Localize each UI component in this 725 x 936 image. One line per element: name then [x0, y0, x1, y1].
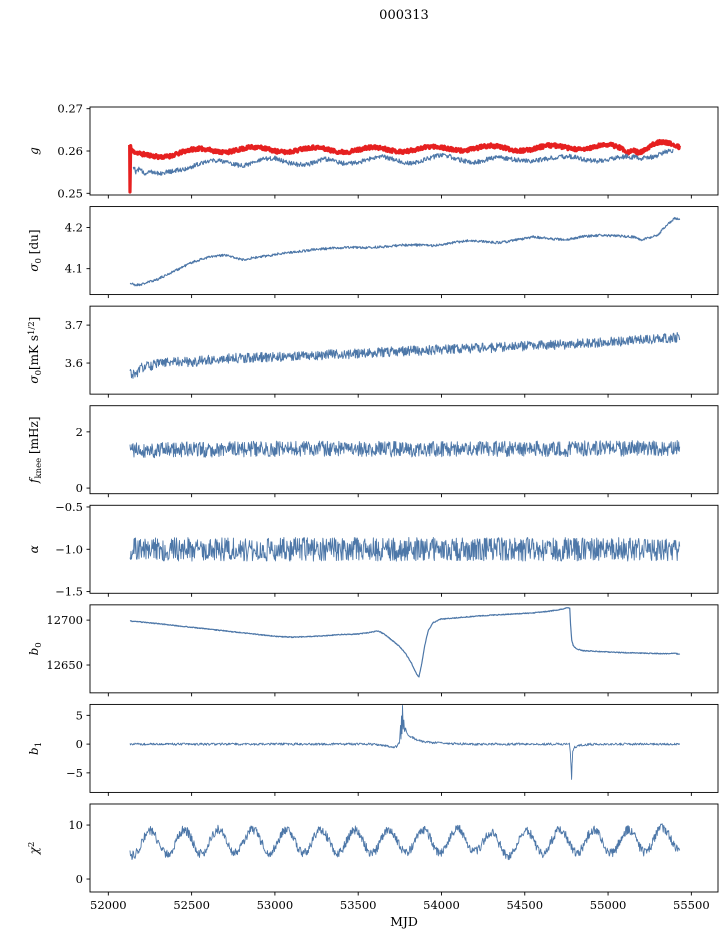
panel-sigma0-mks-ylabel: σ0[mK s1/2]: [27, 317, 44, 384]
x-tick-label: 55500: [673, 898, 710, 912]
x-axis-label: MJD: [390, 914, 418, 929]
panel-b0-frame: [89, 604, 719, 694]
panel-alpha: −0.5 −1.0 −1.5 α: [27, 500, 719, 599]
panel-chi2-ylabel: χ2: [27, 842, 41, 856]
b0-line: [129, 607, 681, 678]
panel-g-ylabel: g: [27, 147, 41, 155]
y-tick-label: 12650: [46, 658, 83, 672]
alpha-line: [129, 537, 681, 562]
panel-g: 0.25 0.26 0.27 g: [27, 102, 719, 200]
panel-sigma0-du: 4.1 4.2 σ0 [du]: [27, 206, 719, 299]
y-tick-label: 0: [76, 481, 83, 495]
y-tick-label: 0.27: [57, 102, 83, 116]
y-tick-label: 0.25: [57, 186, 83, 200]
y-tick-label: 0: [76, 872, 83, 886]
panel-b1-frame: [89, 703, 719, 793]
y-tick-label: −1.0: [55, 542, 83, 556]
panel-chi2-frame: [89, 803, 719, 893]
x-tick-label: 52000: [90, 898, 127, 912]
y-tick-label: −5: [66, 766, 83, 780]
b1-line: [129, 704, 681, 780]
panel-alpha-ylabel: α: [27, 545, 41, 553]
y-tick-label: 12700: [46, 613, 83, 627]
panel-fknee-ylabel: fknee [mHz]: [27, 416, 44, 483]
figure-title: 000313: [379, 8, 429, 23]
panel-sigma0-du-ylabel: σ0 [du]: [27, 229, 44, 271]
y-tick-label: 5: [76, 708, 83, 722]
panel-sigma0-du-frame: [89, 206, 719, 296]
x-tick-label: 53500: [340, 898, 377, 912]
sigma0-du-line: [129, 216, 681, 287]
panel-sigma0-mks-frame: [89, 305, 719, 395]
panel-b0: 12650 12700 b0: [27, 604, 719, 697]
panel-fknee-frame: [89, 405, 719, 495]
x-tick-label: 55000: [590, 898, 627, 912]
y-tick-label: 3.7: [65, 318, 83, 332]
panel-b0-ylabel: b0: [27, 642, 44, 655]
chi2-line: [129, 823, 681, 861]
y-tick-label: 4.2: [65, 221, 83, 235]
panel-fknee: 0 2 fknee [mHz]: [27, 405, 719, 498]
x-tick-label: 52500: [173, 898, 210, 912]
y-tick-label: 10: [68, 818, 83, 832]
g-gain-blue: [132, 148, 674, 176]
panel-sigma0-mks: 3.6 3.7 σ0[mK s1/2]: [27, 305, 719, 398]
y-tick-label: 0: [76, 737, 83, 751]
panel-chi2: 0 10 χ2: [27, 803, 719, 896]
y-tick-label: 4.1: [65, 262, 83, 276]
g-gain-red: [128, 138, 682, 194]
y-tick-label: 3.6: [65, 356, 83, 370]
y-tick-label: 2: [76, 425, 83, 439]
sigma0-mks-line: [129, 332, 681, 379]
y-tick-label: 0.26: [57, 144, 83, 158]
fknee-line: [129, 439, 681, 459]
x-tick-label: 53000: [257, 898, 294, 912]
x-tick-label: 54500: [506, 898, 543, 912]
panel-b1: −5 0 5 b1: [27, 703, 719, 796]
x-tick-label: 54000: [423, 898, 460, 912]
y-tick-label: −1.5: [55, 585, 83, 599]
y-tick-label: −0.5: [55, 500, 83, 514]
panel-b1-ylabel: b1: [27, 742, 44, 755]
